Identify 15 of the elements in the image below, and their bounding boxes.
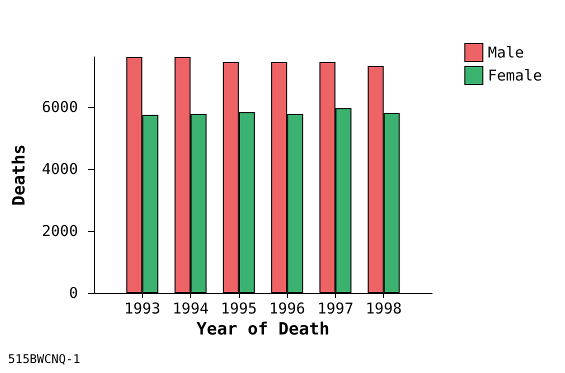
- x-tick-label: 1998: [366, 300, 402, 318]
- y-tick-label: 6000: [42, 98, 78, 116]
- legend-label: Female: [488, 66, 542, 84]
- y-axis-title: Deaths: [10, 144, 30, 206]
- x-axis-title: Year of Death: [196, 320, 330, 340]
- y-tick-label: 4000: [42, 160, 78, 178]
- y-tick-label: 0: [68, 284, 78, 302]
- x-tick-label: 1993: [124, 300, 160, 318]
- x-tick-label: 1997: [317, 300, 354, 318]
- x-tick-label: 1995: [220, 300, 257, 318]
- legend-label: Male: [488, 44, 524, 62]
- x-tick-label: 1994: [172, 300, 209, 318]
- x-tick-label: 1996: [269, 300, 306, 318]
- text: 515BWCNQ-1: [8, 352, 80, 366]
- y-tick-label: 2000: [42, 222, 78, 240]
